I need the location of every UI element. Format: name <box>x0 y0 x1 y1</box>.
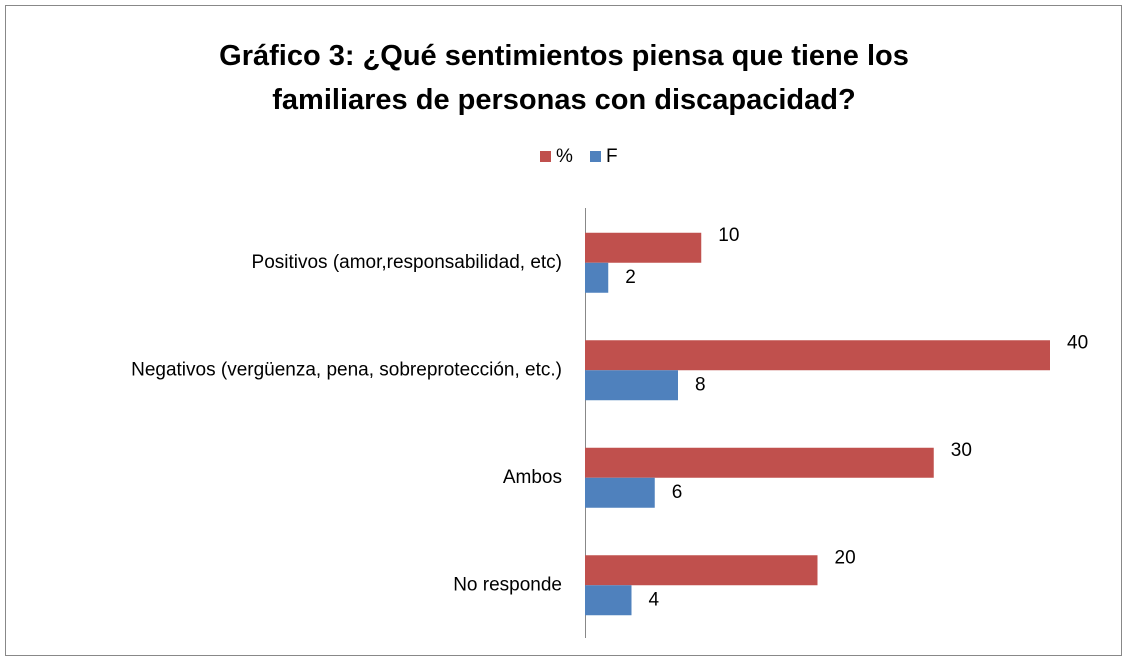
y-tick-label: Ambos <box>503 467 562 488</box>
data-label: 8 <box>695 374 706 395</box>
legend-swatch <box>540 151 551 162</box>
y-tick-label: No responde <box>453 574 562 595</box>
bar <box>585 262 609 293</box>
bar <box>585 585 632 616</box>
data-label: 2 <box>625 267 636 288</box>
bar <box>585 340 1050 371</box>
data-label: 6 <box>672 482 683 503</box>
data-label: 4 <box>649 589 660 610</box>
bar <box>585 555 818 586</box>
bar <box>585 232 702 263</box>
bar <box>585 447 934 478</box>
y-tick-label: Negativos (vergüenza, pena, sobreprotecc… <box>131 359 562 380</box>
bar <box>585 370 678 401</box>
y-tick-label: Positivos (amor,responsabilidad, etc) <box>252 252 562 273</box>
legend-label: % <box>556 146 573 167</box>
data-label: 20 <box>835 547 856 568</box>
chart-title: Gráfico 3: ¿Qué sentimientos piensa que … <box>219 40 909 116</box>
border <box>5 5 1122 656</box>
legend-label: F <box>606 146 618 167</box>
legend-swatch <box>590 151 601 162</box>
data-label: 30 <box>951 440 972 461</box>
data-label: 40 <box>1067 332 1088 353</box>
data-label: 10 <box>718 225 739 246</box>
bar <box>585 477 655 508</box>
